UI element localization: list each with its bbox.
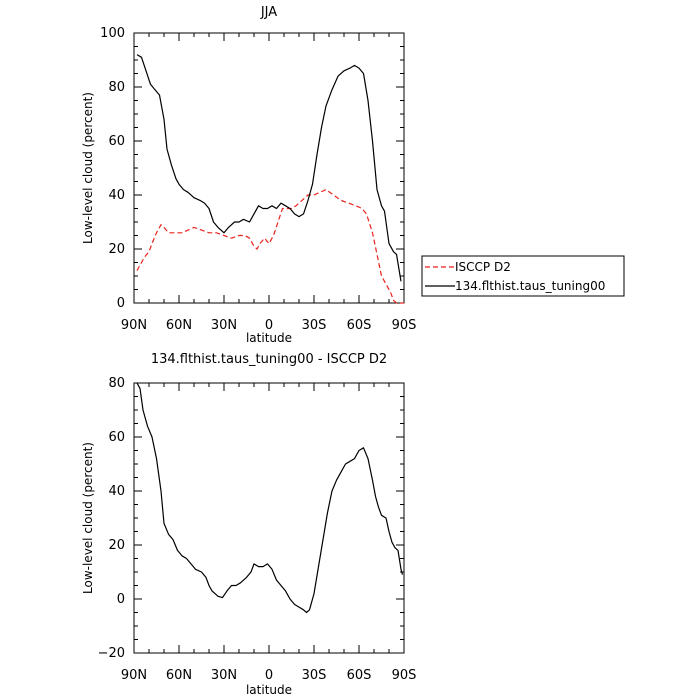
- top-x-tick-label: 60N: [166, 318, 192, 333]
- legend-label-model: 134.flthist.taus_tuning00: [455, 279, 605, 293]
- legend-label-isccp: ISCCP D2: [455, 260, 511, 274]
- top-x-tick-label: 30S: [302, 318, 327, 333]
- bottom-panel: 134.flthist.taus_tuning00 - ISCCP D2 Low…: [81, 352, 416, 697]
- top-ticks: 90N 60N 30N 0 30S 60S 90S 0 20 40 60 80 100: [100, 26, 416, 333]
- bottom-y-tick-label: 40: [108, 484, 125, 499]
- top-x-axis-label: latitude: [246, 331, 292, 345]
- top-x-tick-label: 0: [265, 318, 273, 333]
- top-x-tick-label: 30N: [211, 318, 237, 333]
- legend: ISCCP D2 134.flthist.taus_tuning00: [421, 255, 625, 297]
- top-chart-title: JJA: [260, 5, 277, 20]
- top-x-tick-label: 60S: [347, 318, 372, 333]
- legend-box: [421, 255, 625, 297]
- bottom-x-tick-label: 30S: [302, 668, 327, 683]
- top-series-line-134-flthist-taus-tuning00: [136, 54, 402, 282]
- top-panel: JJA Low-level cloud (percent) latitude 9…: [81, 5, 416, 345]
- bottom-x-axis-label: latitude: [246, 683, 292, 697]
- top-series: [136, 54, 404, 304]
- bottom-x-tick-label: 90S: [392, 668, 417, 683]
- top-y-tick-label: 100: [100, 26, 125, 41]
- bottom-y-tick-label: 80: [108, 376, 125, 391]
- bottom-ticks: 90N 60N 30N 0 30S 60S 90S −20 0 20 40 60 80: [98, 376, 417, 683]
- bottom-x-tick-label: 0: [265, 668, 273, 683]
- bottom-series-line-difference: [136, 382, 404, 614]
- bottom-y-axis-label: Low-level cloud (percent): [81, 442, 95, 594]
- bottom-y-tick-label: 60: [108, 430, 125, 445]
- top-y-tick-label: 80: [108, 80, 125, 95]
- top-y-tick-label: 0: [117, 296, 125, 311]
- top-y-tick-label: 20: [108, 242, 125, 257]
- top-y-axis-label: Low-level cloud (percent): [81, 92, 95, 244]
- top-y-tick-label: 40: [108, 188, 125, 203]
- bottom-y-tick-label: −20: [98, 646, 125, 661]
- bottom-x-tick-label: 60S: [347, 668, 372, 683]
- bottom-x-tick-label: 30N: [211, 668, 237, 683]
- bottom-series: [136, 382, 404, 614]
- top-series-line-isccp-d2: [136, 189, 404, 304]
- bottom-x-tick-label: 90N: [121, 668, 147, 683]
- bottom-plot-frame: [133, 382, 405, 654]
- bottom-y-tick-label: 0: [117, 592, 125, 607]
- bottom-x-tick-label: 60N: [166, 668, 192, 683]
- bottom-y-tick-label: 20: [108, 538, 125, 553]
- bottom-chart-title: 134.flthist.taus_tuning00 - ISCCP D2: [151, 352, 387, 367]
- top-y-tick-label: 60: [108, 134, 125, 149]
- top-x-tick-label: 90N: [121, 318, 147, 333]
- top-x-tick-label: 90S: [392, 318, 417, 333]
